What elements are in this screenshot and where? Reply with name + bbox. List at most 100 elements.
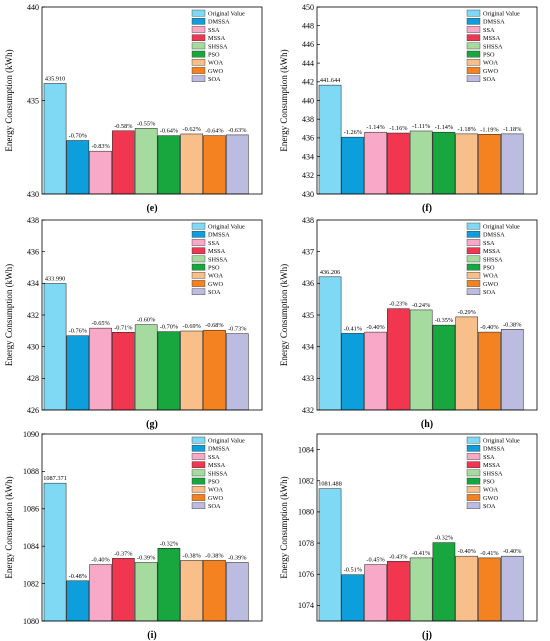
data-label: -0.51% (344, 567, 363, 574)
y-tick-label: 434 (302, 152, 314, 161)
legend-swatch (466, 239, 481, 246)
bar-pso (157, 331, 181, 411)
chart-panel: 433.990 -0.76%-0.65% -0.71% -0.60% -0.70% -0.… (4, 216, 263, 430)
panel-label: (g) (146, 419, 158, 430)
y-tick-label: 1090 (23, 430, 39, 439)
legend-entry: GWO (208, 68, 223, 75)
legend-entry: SOA (483, 289, 496, 296)
legend-swatch (191, 239, 206, 246)
data-label: -1.26% (344, 129, 363, 136)
legend-swatch (466, 453, 481, 460)
legend-swatch (191, 263, 206, 271)
data-label: 433.990 (45, 275, 65, 282)
bar-woa (455, 133, 479, 195)
legend-swatch (191, 42, 206, 50)
legend-entry: SSA (208, 27, 220, 34)
y-tick-label: 435 (302, 311, 314, 320)
y-tick-label: 437 (302, 247, 314, 256)
data-label: 1087.371 (43, 475, 67, 482)
legend-swatch (191, 461, 206, 469)
bar-shssa (409, 309, 433, 411)
legend-swatch (191, 222, 206, 230)
data-label: -0.40% (458, 548, 477, 555)
legend-entry: DMSSA (208, 19, 230, 26)
legend-entry: SOA (483, 76, 496, 83)
data-label: -1.14% (435, 124, 454, 131)
legend-swatch (466, 247, 481, 255)
y-tick-label: 446 (302, 40, 314, 49)
legend-entry: SHSSA (208, 43, 228, 50)
data-label: -0.69% (183, 323, 202, 330)
data-label: -0.60% (137, 317, 156, 324)
y-tick-label: 1086 (23, 505, 39, 514)
y-tick-label: 440 (27, 3, 39, 12)
legend-entry: WOA (483, 60, 498, 67)
data-label: -0.64% (160, 128, 179, 135)
bar-ssa (364, 331, 387, 411)
legend-entry: Original Value (208, 224, 245, 231)
legend-swatch (191, 436, 206, 444)
legend-swatch (466, 486, 481, 493)
bar-shssa (134, 128, 158, 195)
legend-entry: SSA (208, 454, 220, 461)
y-tick-label: 434 (27, 279, 39, 288)
legend-swatch (191, 26, 206, 33)
bar-shssa (409, 130, 433, 195)
y-axis-label: Energy Consumption (kWh) (4, 49, 14, 151)
bar-gwo (203, 329, 226, 411)
bar-original-value (43, 482, 67, 622)
legend-swatch (191, 230, 206, 238)
plot-frame (316, 433, 538, 622)
legend-entry: DMSSA (483, 232, 505, 239)
y-tick-label: 438 (27, 216, 39, 225)
legend-swatch (191, 272, 206, 279)
data-label: -0.23% (389, 301, 408, 308)
bar-soa (500, 555, 524, 622)
legend-swatch (191, 255, 206, 263)
chart-panel: 1087.371 -0.48% -0.40% -0.37% -0.39% -0.32% -0… (4, 430, 263, 641)
legend-swatch (466, 477, 481, 485)
legend-entry: MSSA (483, 248, 501, 255)
legend-swatch (191, 477, 206, 485)
y-tick-label: 1088 (23, 467, 39, 476)
y-tick-label: 1078 (298, 539, 314, 548)
y-axis-label: Energy Consumption (kWh) (4, 476, 14, 578)
panel-label: (f) (422, 203, 432, 214)
legend-entry: SSA (208, 240, 220, 247)
bar-dmssa (341, 574, 365, 622)
y-tick-label: 440 (302, 96, 314, 105)
legend-entry: SHSSA (483, 470, 503, 477)
legend-entry: SSA (483, 240, 495, 247)
data-label: -0.39% (228, 554, 247, 561)
bar-gwo (478, 134, 501, 195)
legend-swatch (466, 272, 481, 279)
plot-frame (41, 433, 263, 622)
bar-original-value (318, 276, 342, 411)
bar-ssa (364, 564, 387, 622)
data-label: -1.18% (458, 126, 477, 133)
legend-entry: GWO (483, 281, 498, 288)
data-label: -0.24% (412, 302, 431, 309)
legend-entry: PSO (483, 52, 495, 59)
bar-shssa (134, 562, 158, 622)
data-label: -1.14% (366, 124, 385, 131)
legend-swatch (466, 445, 481, 452)
bar-pso (432, 324, 456, 411)
y-tick-label: 1082 (298, 477, 314, 486)
legend-swatch (466, 494, 481, 501)
y-tick-label: 442 (302, 78, 314, 87)
legend-swatch (191, 469, 206, 477)
legend-swatch (191, 67, 206, 74)
data-label: -0.38% (183, 552, 202, 559)
data-label: -0.41% (480, 550, 499, 557)
y-tick-label: 436 (302, 279, 314, 288)
data-label: -0.38% (205, 552, 224, 559)
bar-dmssa (66, 140, 90, 195)
y-tick-label: 450 (302, 3, 314, 12)
legend-entry: DMSSA (208, 446, 230, 453)
bar-mssa (387, 308, 410, 411)
bar-pso (432, 131, 456, 195)
bar-soa (225, 333, 249, 411)
